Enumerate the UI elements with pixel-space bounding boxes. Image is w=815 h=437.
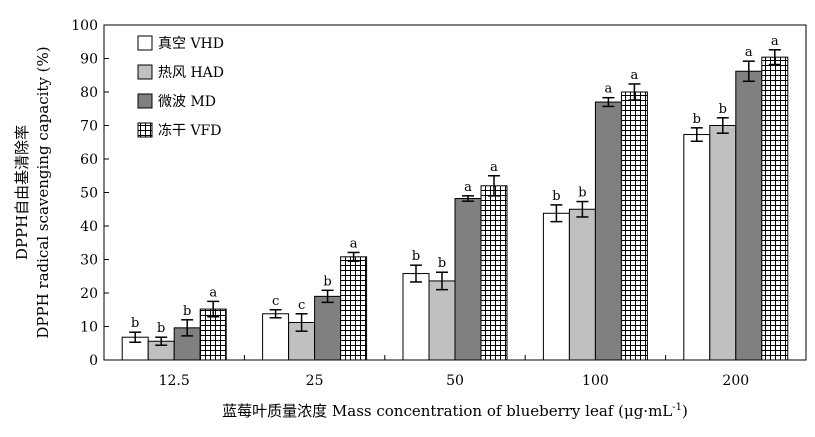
bar [262,313,290,361]
legend-swatch [137,35,153,51]
x-axis-title-superscript: -1 [672,402,682,413]
bar [709,125,737,361]
bar [428,280,456,361]
significance-label: b [552,189,560,204]
bar [594,101,622,361]
significance-label: b [131,316,139,331]
bar [761,56,789,361]
legend: 真空 VHD 热风 HAD 微波 MD 冻干 VFD [137,35,224,139]
significance-label: b [412,249,420,264]
significance-label: b [719,102,727,117]
y-tick-label: 100 [71,18,98,34]
significance-label: a [209,285,217,300]
legend-label: 冻干 VFD [158,122,222,139]
bar [340,256,368,361]
significance-label: a [464,180,472,195]
x-axis-title: 蓝莓叶质量浓度 Mass concentration of blueberry … [222,402,688,420]
significance-label: a [605,82,613,97]
significance-label: b [693,112,701,127]
y-tick-label: 70 [80,119,98,135]
bar [199,308,227,361]
significance-label: a [631,68,639,83]
significance-label: b [578,186,586,201]
bar [542,212,570,361]
x-tick-label: 50 [446,373,464,389]
significance-label: a [771,34,779,49]
bar [620,91,648,361]
significance-label: b [183,304,191,319]
y-tick-label: 30 [80,253,98,269]
x-axis-title-main: 蓝莓叶质量浓度 Mass concentration of blueberry … [222,402,672,420]
x-axis-title-close: ) [682,402,688,420]
legend-swatch [137,93,153,109]
significance-label: c [298,298,305,313]
legend-label: 真空 VHD [158,36,224,52]
significance-label: b [157,321,165,336]
legend-label: 微波 MD [158,94,216,110]
y-tick-label: 50 [80,186,98,202]
bar [480,185,508,361]
y-axis-title-english: DPPH radical scavenging capacity (%) [34,46,52,338]
y-tick-label: 10 [80,320,98,336]
x-tick-label: 100 [582,373,609,389]
y-tick-label: 40 [80,219,98,235]
y-tick-label: 0 [89,353,98,369]
bar [402,273,430,361]
bar [314,295,342,361]
significance-label: b [438,256,446,271]
axes: 0 10 20 30 40 50 60 70 80 90 100 12.5 25 50 100 200 [71,18,807,389]
significance-label: a [745,45,753,60]
significance-label: c [272,294,279,309]
legend-label: 热风 HAD [158,65,224,81]
bar [454,198,482,361]
significance-label: a [490,160,498,175]
bars: b c b b b b c b b b b b a a a a a a a a [121,34,789,361]
y-tick-label: 60 [80,152,98,168]
y-axis-title-chinese: DPPH自由基清除率 [13,125,31,260]
x-tick-label: 25 [306,373,324,389]
bar [735,70,763,361]
bar [683,134,711,361]
y-tick-label: 80 [80,85,98,101]
legend-swatch [137,122,153,138]
x-tick-label: 200 [722,373,749,389]
x-tick-label: 12.5 [159,373,190,389]
legend-swatch [137,64,153,80]
bar [568,208,596,361]
y-tick-label: 90 [80,52,98,68]
significance-label: a [350,236,358,251]
y-tick-label: 20 [80,286,98,302]
significance-label: b [323,274,331,289]
